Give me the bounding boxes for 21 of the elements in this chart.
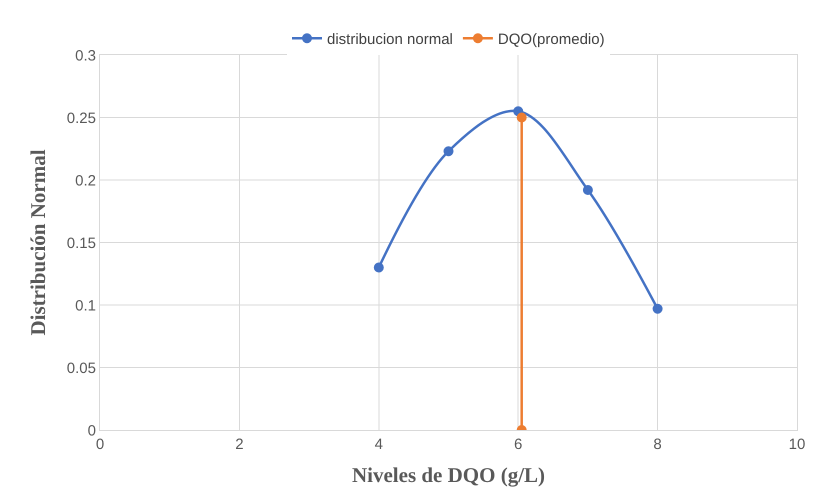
y-tick-label: 0.3: [75, 47, 96, 64]
x-tick-label: 2: [235, 436, 244, 453]
y-tick-label: 0.25: [66, 110, 96, 127]
x-axis-title: Niveles de DQO (g/L): [352, 463, 546, 488]
y-tick-label: 0: [88, 422, 96, 440]
x-tick-label: 6: [514, 436, 522, 453]
legend-label: DQO(promedio): [498, 31, 605, 48]
x-tick-label: 4: [374, 436, 383, 453]
point: [652, 304, 663, 314]
y-tick-label: 0.2: [75, 172, 96, 190]
point: [582, 185, 593, 195]
x-tick-label: 8: [653, 436, 662, 453]
y-axis-title: Distribución Normal: [26, 149, 50, 336]
x-tick-label: 10: [788, 436, 806, 453]
y-tick-label: 0.1: [75, 297, 96, 314]
point: [374, 262, 384, 272]
y-tick-label: 0.05: [66, 360, 96, 377]
point: [516, 112, 527, 122]
y-tick-label: 0.15: [66, 234, 96, 252]
legend-label: distribucion normal: [327, 31, 453, 48]
point: [444, 146, 454, 156]
